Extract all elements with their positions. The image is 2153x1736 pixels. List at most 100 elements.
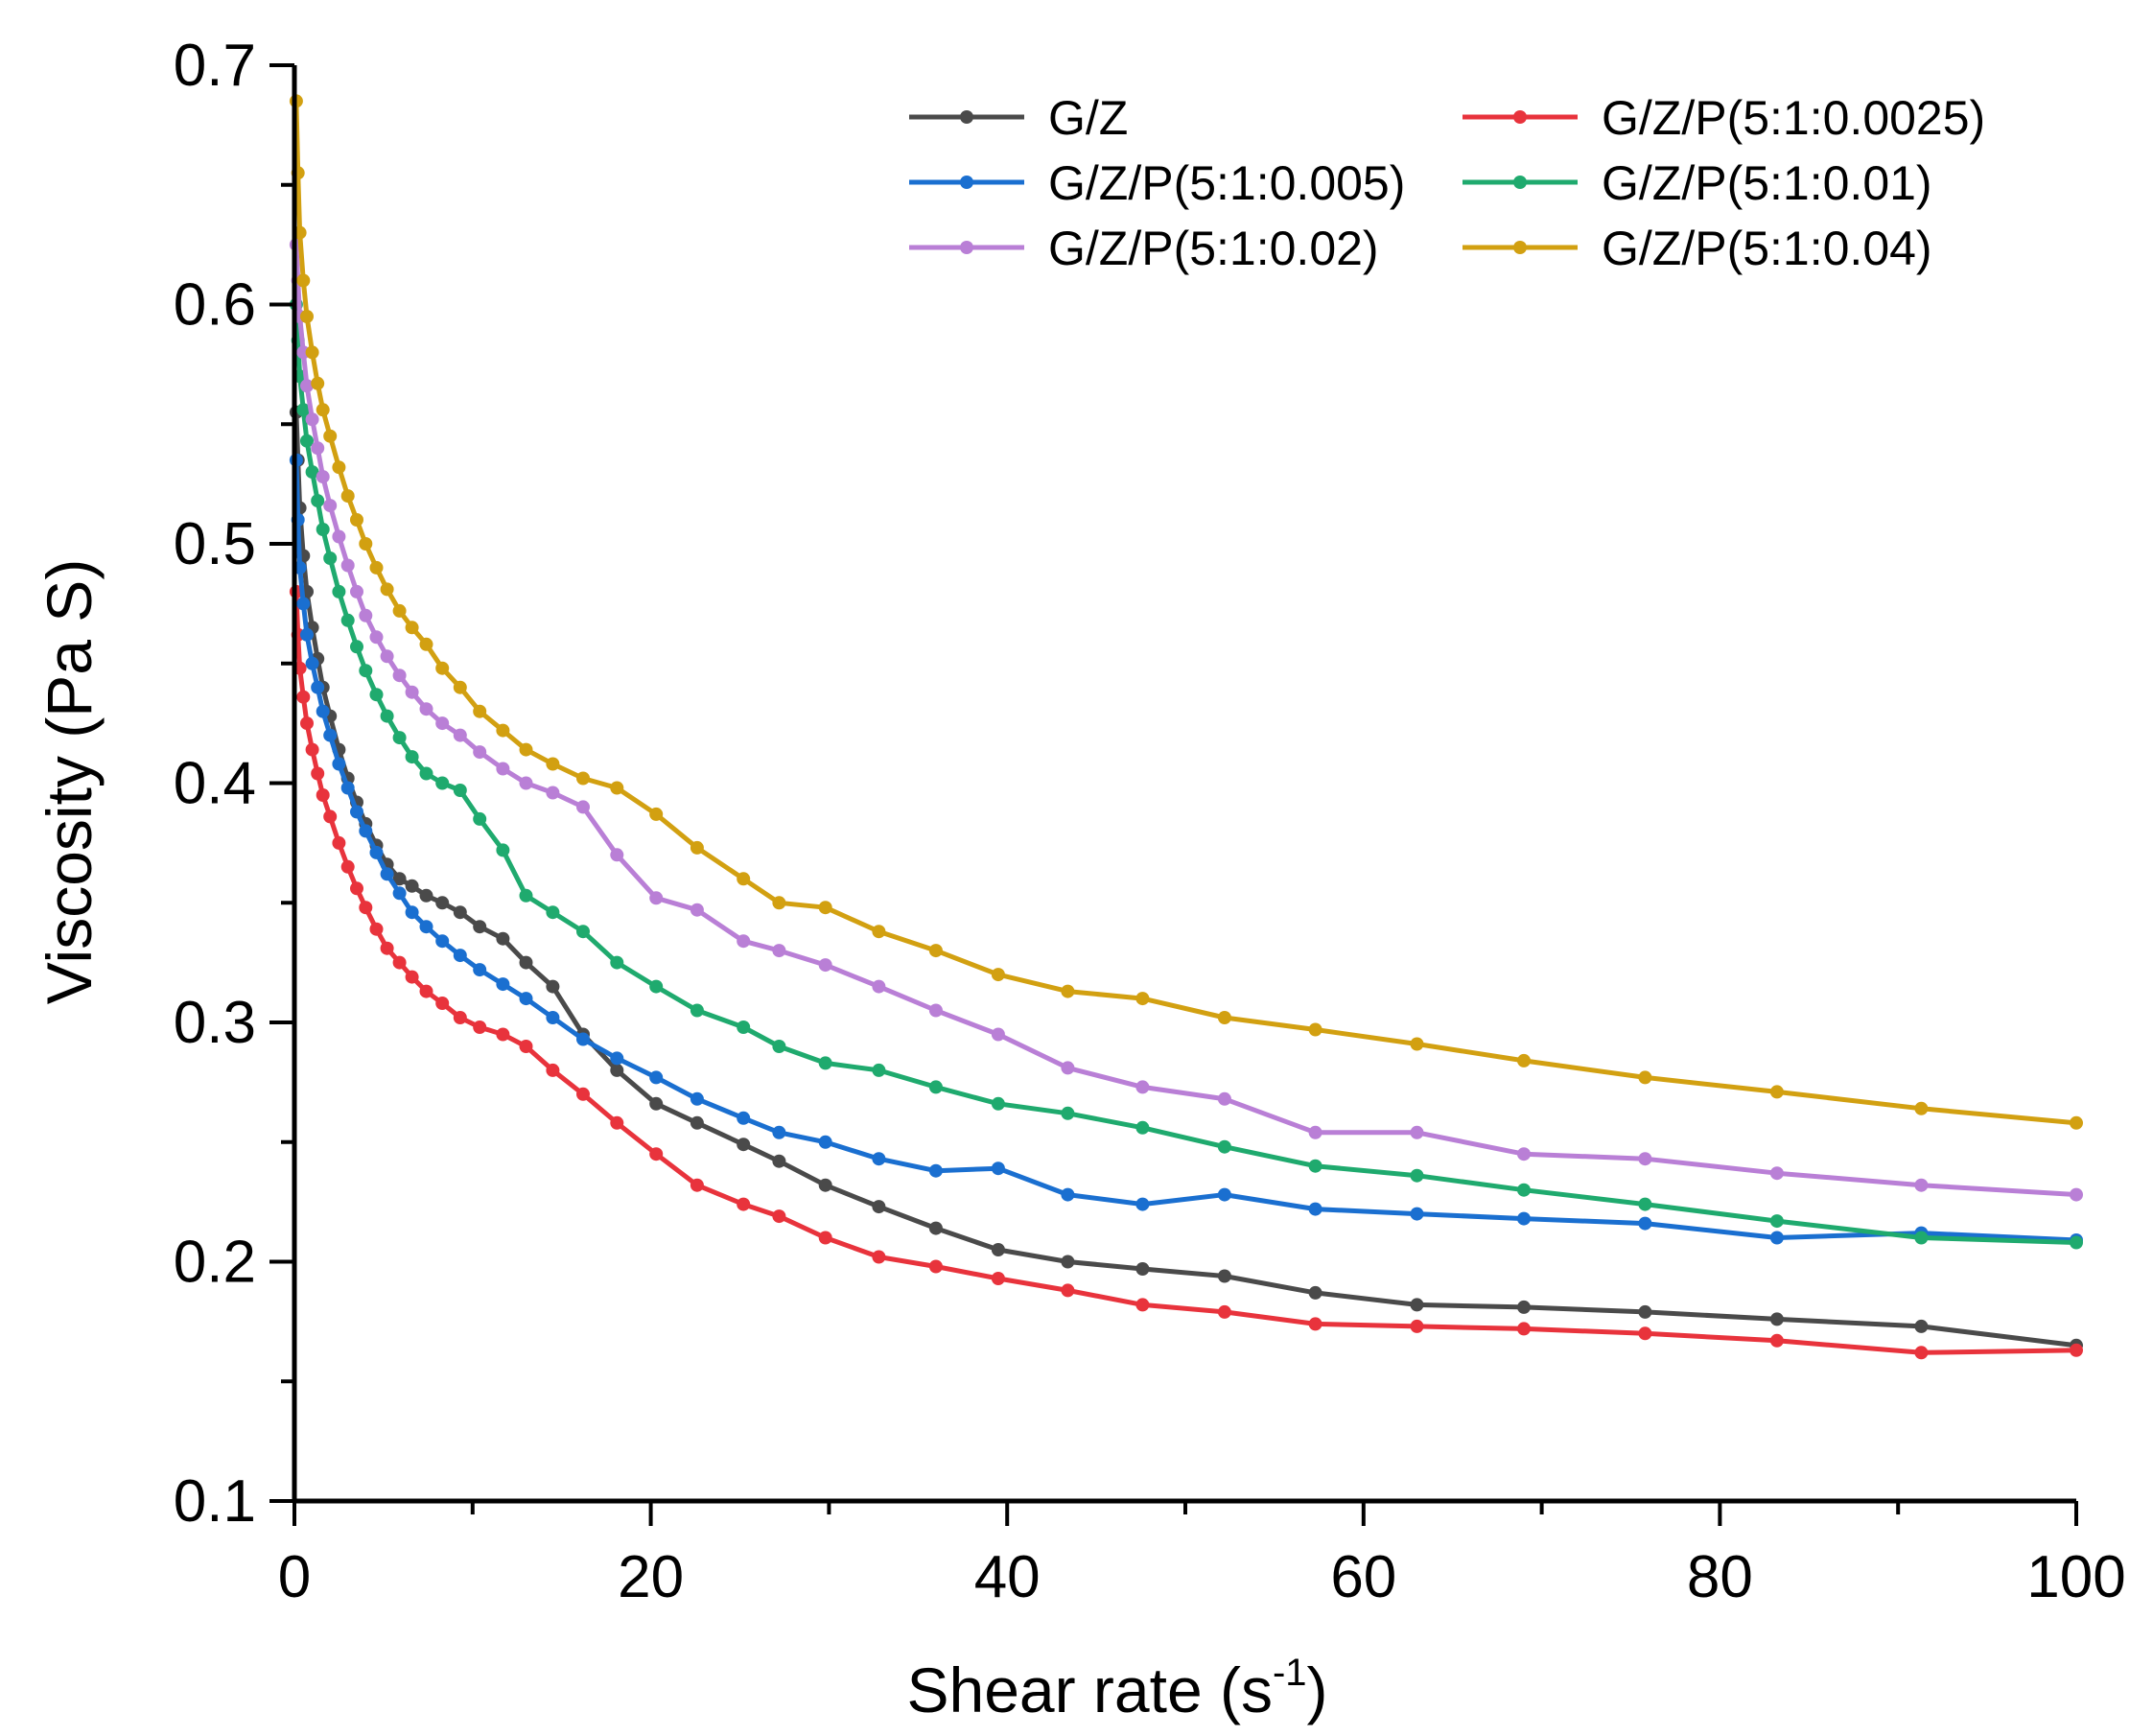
data-point [737, 1111, 751, 1125]
data-point [419, 888, 433, 903]
data-point [1410, 1037, 1424, 1051]
series-layer [289, 94, 2083, 1360]
data-point [369, 630, 384, 645]
series-0 [289, 405, 2083, 1352]
legend-item-1: G/Z/P(5:1:0.0025) [1463, 91, 1985, 145]
data-point [392, 603, 407, 618]
data-point [332, 584, 346, 598]
data-point [419, 766, 433, 781]
data-point [1638, 1216, 1652, 1231]
legend-item-5: G/Z/P(5:1:0.04) [1463, 222, 1932, 275]
data-point [496, 1027, 510, 1042]
data-point [1308, 1125, 1322, 1139]
data-point [435, 896, 450, 910]
series-1 [289, 584, 2083, 1360]
data-point [519, 955, 533, 970]
data-point [296, 690, 311, 704]
data-point [1061, 1255, 1075, 1269]
data-point [419, 702, 433, 716]
data-point [380, 649, 394, 664]
data-point [1517, 1300, 1531, 1314]
data-point [305, 656, 319, 670]
data-point [690, 840, 704, 855]
data-point [991, 1243, 1005, 1256]
data-point [296, 403, 311, 417]
data-point [300, 434, 314, 448]
data-point [1217, 1187, 1231, 1202]
data-point [2070, 1235, 2083, 1250]
data-point [737, 1197, 751, 1211]
x-tick-label: 80 [1687, 1544, 1753, 1610]
data-point [380, 709, 394, 723]
data-point [818, 1178, 832, 1192]
data-point [519, 992, 533, 1006]
y-tick-label: 0.1 [174, 1468, 256, 1535]
data-point [496, 762, 510, 776]
data-point [1410, 1125, 1424, 1139]
x-tick-label: 20 [618, 1544, 684, 1610]
data-point [435, 997, 450, 1010]
data-point [359, 537, 373, 551]
data-point [772, 1154, 786, 1168]
data-point [392, 886, 407, 901]
data-point [332, 460, 346, 475]
data-point [1914, 1319, 1929, 1333]
data-point [1135, 1262, 1150, 1276]
data-point [928, 1259, 943, 1274]
data-point [1769, 1231, 1784, 1245]
data-point [405, 970, 419, 984]
data-point [305, 465, 319, 480]
data-point [1517, 1211, 1531, 1226]
data-point [872, 979, 886, 994]
data-point [690, 1003, 704, 1018]
data-point [332, 757, 346, 771]
data-point [473, 1020, 487, 1034]
x-tick-label: 60 [1330, 1544, 1396, 1610]
data-point [1769, 1214, 1784, 1229]
data-point [991, 1161, 1005, 1176]
data-point [340, 859, 355, 874]
data-point [369, 845, 384, 859]
data-point [405, 879, 419, 893]
legend-label: G/Z/P(5:1:0.04) [1602, 222, 1932, 275]
data-point [2070, 1187, 2083, 1202]
data-point [1410, 1298, 1424, 1312]
y-tick-label: 0.3 [174, 990, 256, 1056]
data-point [991, 1272, 1005, 1285]
data-point [496, 843, 510, 857]
series-4 [289, 238, 2083, 1202]
data-point [1638, 1326, 1652, 1341]
data-point [296, 597, 311, 611]
series-3 [289, 297, 2083, 1250]
data-point [649, 1096, 664, 1111]
data-point [369, 560, 384, 575]
legend-swatch-marker [1513, 241, 1527, 254]
data-point [453, 728, 467, 742]
data-point [690, 1115, 704, 1130]
data-point [473, 811, 487, 826]
data-point [419, 920, 433, 934]
data-point [519, 742, 533, 757]
data-point [690, 1178, 704, 1192]
data-point [323, 728, 338, 742]
data-point [519, 888, 533, 903]
data-point [818, 1135, 832, 1149]
series-line-4 [293, 244, 2077, 1198]
data-point [323, 429, 338, 443]
series-2 [289, 453, 2083, 1247]
data-point [610, 1115, 624, 1130]
data-point [392, 955, 407, 970]
data-point [350, 584, 363, 598]
data-point [296, 273, 311, 288]
series-5 [289, 94, 2083, 1130]
data-point [872, 925, 886, 939]
data-point [369, 688, 384, 702]
x-axis-title-close: ) [1307, 1654, 1328, 1725]
data-point [991, 1027, 1005, 1042]
data-point [772, 1040, 786, 1053]
legend: G/Z G/Z/P(5:1:0.0025) G/Z/P(5:1:0.005) G/Z/… [909, 91, 1985, 275]
data-point [359, 824, 373, 838]
data-point [1638, 1197, 1652, 1211]
data-point [392, 669, 407, 683]
data-point [405, 905, 419, 920]
